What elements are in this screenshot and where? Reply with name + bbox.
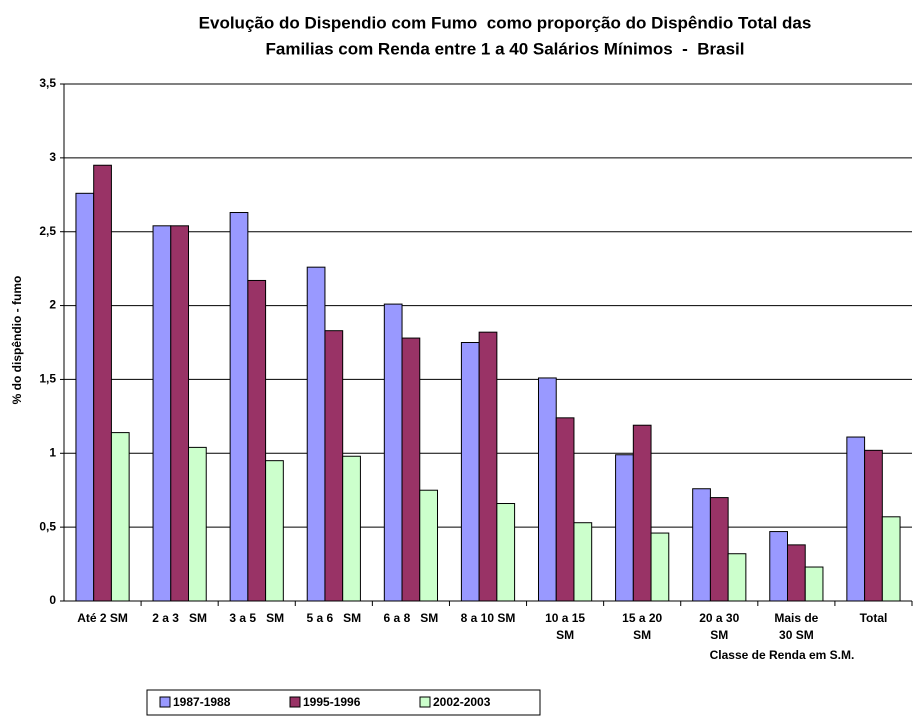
bar (324, 330, 344, 602)
bar (804, 566, 824, 602)
legend-label: 1995-1996 (303, 695, 361, 709)
bar (709, 497, 729, 602)
bar (419, 489, 439, 602)
bar (188, 446, 207, 602)
legend-swatch (419, 696, 431, 708)
y-tick-label: 1 (49, 445, 56, 459)
x-tick-label: 20 a 30 SM (699, 611, 739, 642)
y-tick-label: 3,5 (39, 76, 56, 90)
x-tick-label: 10 a 15 SM (545, 611, 585, 642)
legend-label: 2002-2003 (433, 695, 491, 709)
bar (615, 454, 634, 602)
x-axis-title: Classe de Renda em S.M. (710, 648, 855, 662)
legend-swatch (159, 696, 171, 708)
bar (460, 342, 480, 602)
bar (93, 164, 112, 602)
bar (650, 532, 670, 602)
bar (555, 417, 575, 602)
bar (401, 337, 421, 602)
y-tick-label: 1,5 (39, 372, 56, 386)
bar (769, 531, 788, 602)
bar (632, 424, 652, 602)
x-tick-label: 3 a 5 SM (229, 611, 284, 625)
x-tick-label: 5 a 6 SM (306, 611, 361, 625)
bar (110, 432, 130, 602)
x-tick-label: 6 a 8 SM (384, 611, 439, 625)
y-tick-label: 0 (49, 593, 56, 607)
x-tick-label: Até 2 SM (77, 611, 128, 625)
bar (342, 455, 361, 602)
bar (846, 436, 866, 602)
y-tick-label: 2,5 (39, 224, 56, 238)
bar (75, 192, 95, 602)
bar (864, 449, 883, 602)
bar (727, 553, 747, 602)
legend-label: 1987-1988 (173, 695, 231, 709)
bar (881, 516, 901, 602)
bar (537, 377, 557, 602)
legend-swatch (289, 696, 301, 708)
y-tick-label: 0,5 (39, 519, 56, 533)
bar (573, 522, 593, 602)
bar (692, 488, 711, 602)
bar (265, 460, 284, 602)
bar (247, 279, 267, 602)
y-tick-label: 2 (49, 298, 56, 312)
bar (478, 331, 498, 602)
bar (229, 212, 249, 602)
legend-box (146, 689, 541, 716)
x-tick-label: 2 a 3 SM (152, 611, 207, 625)
bar (152, 225, 172, 602)
x-tick-label: Mais de 30 SM (774, 611, 818, 642)
bar (306, 266, 326, 602)
bar (496, 503, 516, 602)
chart-subtitle: Familias com Renda entre 1 a 40 Salários… (265, 39, 744, 58)
x-tick-label: 15 a 20 SM (622, 611, 662, 642)
x-tick-label: 8 a 10 SM (461, 611, 516, 625)
chart-title: Evolução do Dispendio com Fumo como prop… (199, 13, 812, 32)
y-axis-title: % do dispêndio - fumo (10, 276, 24, 405)
bar (170, 225, 190, 602)
bar (786, 544, 806, 602)
bar (383, 303, 403, 602)
x-tick-label: Total (860, 611, 888, 625)
y-tick-label: 3 (49, 150, 56, 164)
